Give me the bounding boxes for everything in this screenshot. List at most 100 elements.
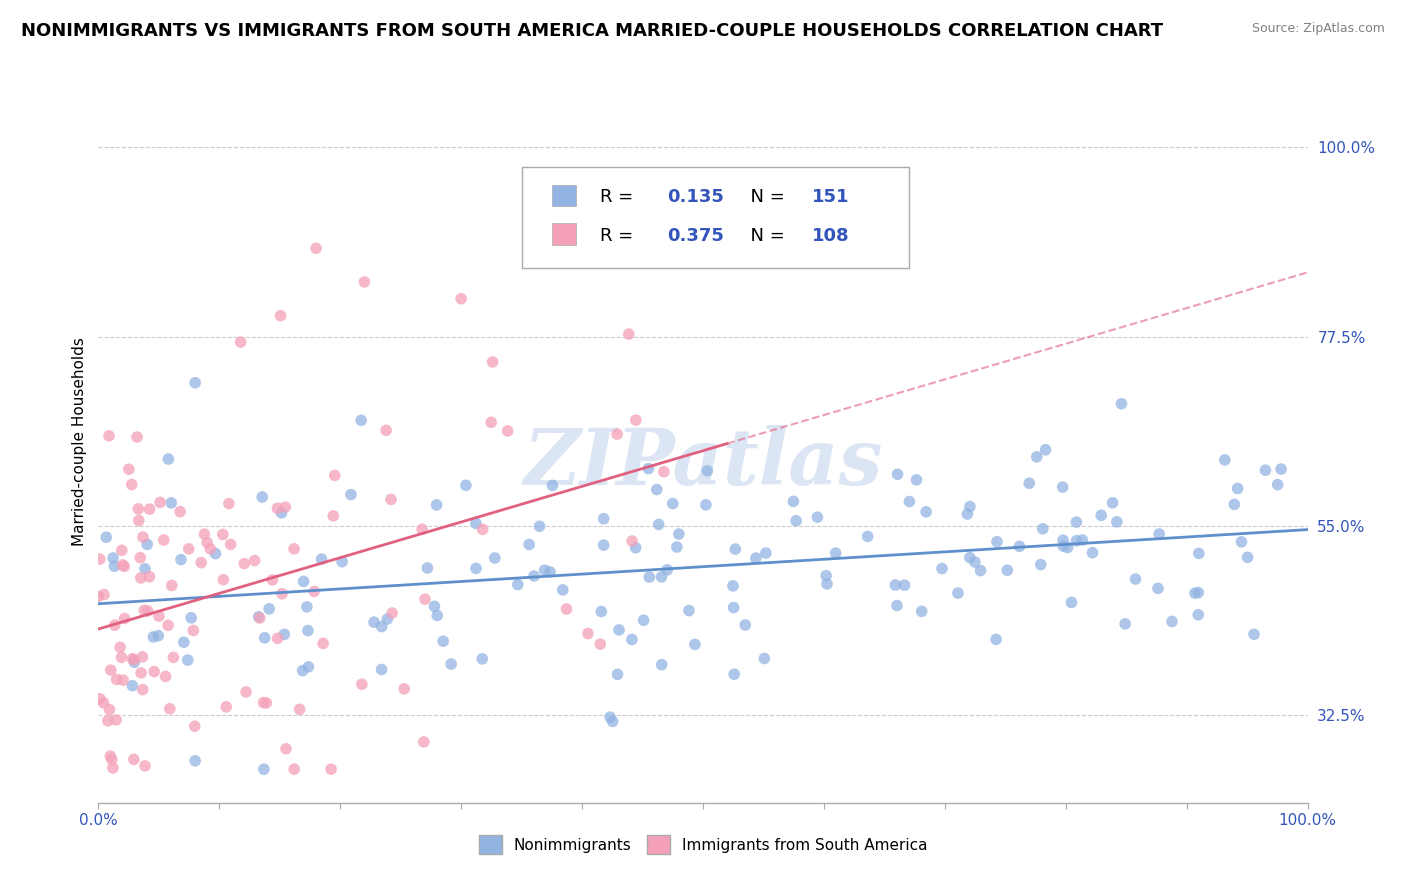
- Point: [98, 702, 121, 716]
- Point: [815, 568, 838, 582]
- Point: [111, 543, 134, 558]
- Point: [312, 636, 335, 650]
- Legend: Nonimmigrants, Immigrants from South America: Nonimmigrants, Immigrants from South Ame…: [472, 830, 934, 860]
- Point: [101, 761, 124, 775]
- Point: [464, 516, 486, 531]
- Point: [363, 615, 385, 629]
- Point: [416, 561, 439, 575]
- Point: [591, 605, 613, 619]
- Point: [529, 519, 551, 533]
- Point: [211, 527, 233, 541]
- Point: [104, 618, 127, 632]
- Point: [297, 624, 319, 638]
- Point: [893, 578, 915, 592]
- Point: [103, 559, 125, 574]
- Point: [638, 570, 661, 584]
- Point: [454, 478, 477, 492]
- Point: [292, 574, 315, 589]
- Point: [249, 611, 271, 625]
- Point: [745, 551, 768, 566]
- Point: [89, 691, 111, 706]
- Point: [984, 632, 1007, 647]
- Point: [589, 637, 612, 651]
- Point: [450, 292, 472, 306]
- Point: [136, 537, 159, 551]
- Point: [136, 604, 159, 618]
- Point: [602, 714, 624, 729]
- Point: [606, 427, 628, 442]
- Point: [160, 578, 183, 592]
- Point: [986, 534, 1008, 549]
- Point: [392, 681, 415, 696]
- Point: [295, 599, 318, 614]
- Point: [696, 464, 718, 478]
- Point: [724, 542, 747, 557]
- Point: [517, 537, 540, 551]
- Point: [1035, 442, 1057, 457]
- Point: [184, 376, 207, 390]
- Point: [915, 505, 938, 519]
- Point: [815, 577, 838, 591]
- Point: [319, 762, 342, 776]
- Point: [652, 465, 675, 479]
- Point: [1213, 453, 1236, 467]
- Point: [148, 609, 170, 624]
- Point: [1052, 539, 1074, 553]
- Point: [1188, 546, 1211, 560]
- Point: [266, 632, 288, 646]
- Point: [637, 461, 659, 475]
- Point: [1243, 627, 1265, 641]
- Point: [423, 599, 446, 614]
- Point: [157, 452, 180, 467]
- Point: [1071, 533, 1094, 547]
- Point: [250, 490, 273, 504]
- Point: [100, 663, 122, 677]
- Point: [678, 604, 700, 618]
- Point: [235, 685, 257, 699]
- Point: [297, 660, 319, 674]
- Point: [785, 514, 807, 528]
- Point: [1111, 397, 1133, 411]
- Point: [262, 573, 284, 587]
- Point: [114, 611, 136, 625]
- Point: [1105, 515, 1128, 529]
- Point: [121, 679, 143, 693]
- Point: [886, 467, 908, 482]
- Point: [1018, 476, 1040, 491]
- Point: [668, 527, 690, 541]
- Point: [886, 599, 908, 613]
- Point: [370, 663, 392, 677]
- Point: [253, 762, 276, 776]
- Point: [129, 665, 152, 680]
- Point: [624, 413, 647, 427]
- Point: [157, 618, 180, 632]
- Point: [824, 546, 846, 560]
- Point: [806, 510, 828, 524]
- Point: [350, 677, 373, 691]
- Point: [606, 667, 628, 681]
- Point: [143, 665, 166, 679]
- Point: [138, 570, 160, 584]
- Point: [111, 673, 134, 687]
- Point: [112, 559, 135, 574]
- Point: [1267, 477, 1289, 491]
- Point: [1081, 546, 1104, 560]
- Point: [734, 618, 756, 632]
- Point: [620, 632, 643, 647]
- Point: [426, 498, 449, 512]
- Point: [411, 522, 433, 536]
- Point: [353, 275, 375, 289]
- Point: [218, 497, 240, 511]
- Point: [650, 570, 672, 584]
- Point: [131, 649, 153, 664]
- Point: [683, 637, 706, 651]
- Point: [555, 602, 578, 616]
- Point: [266, 501, 288, 516]
- Point: [162, 650, 184, 665]
- Point: [782, 494, 804, 508]
- Point: [97, 714, 120, 728]
- Point: [1187, 585, 1209, 599]
- Point: [471, 522, 494, 536]
- Point: [1161, 615, 1184, 629]
- Point: [159, 702, 181, 716]
